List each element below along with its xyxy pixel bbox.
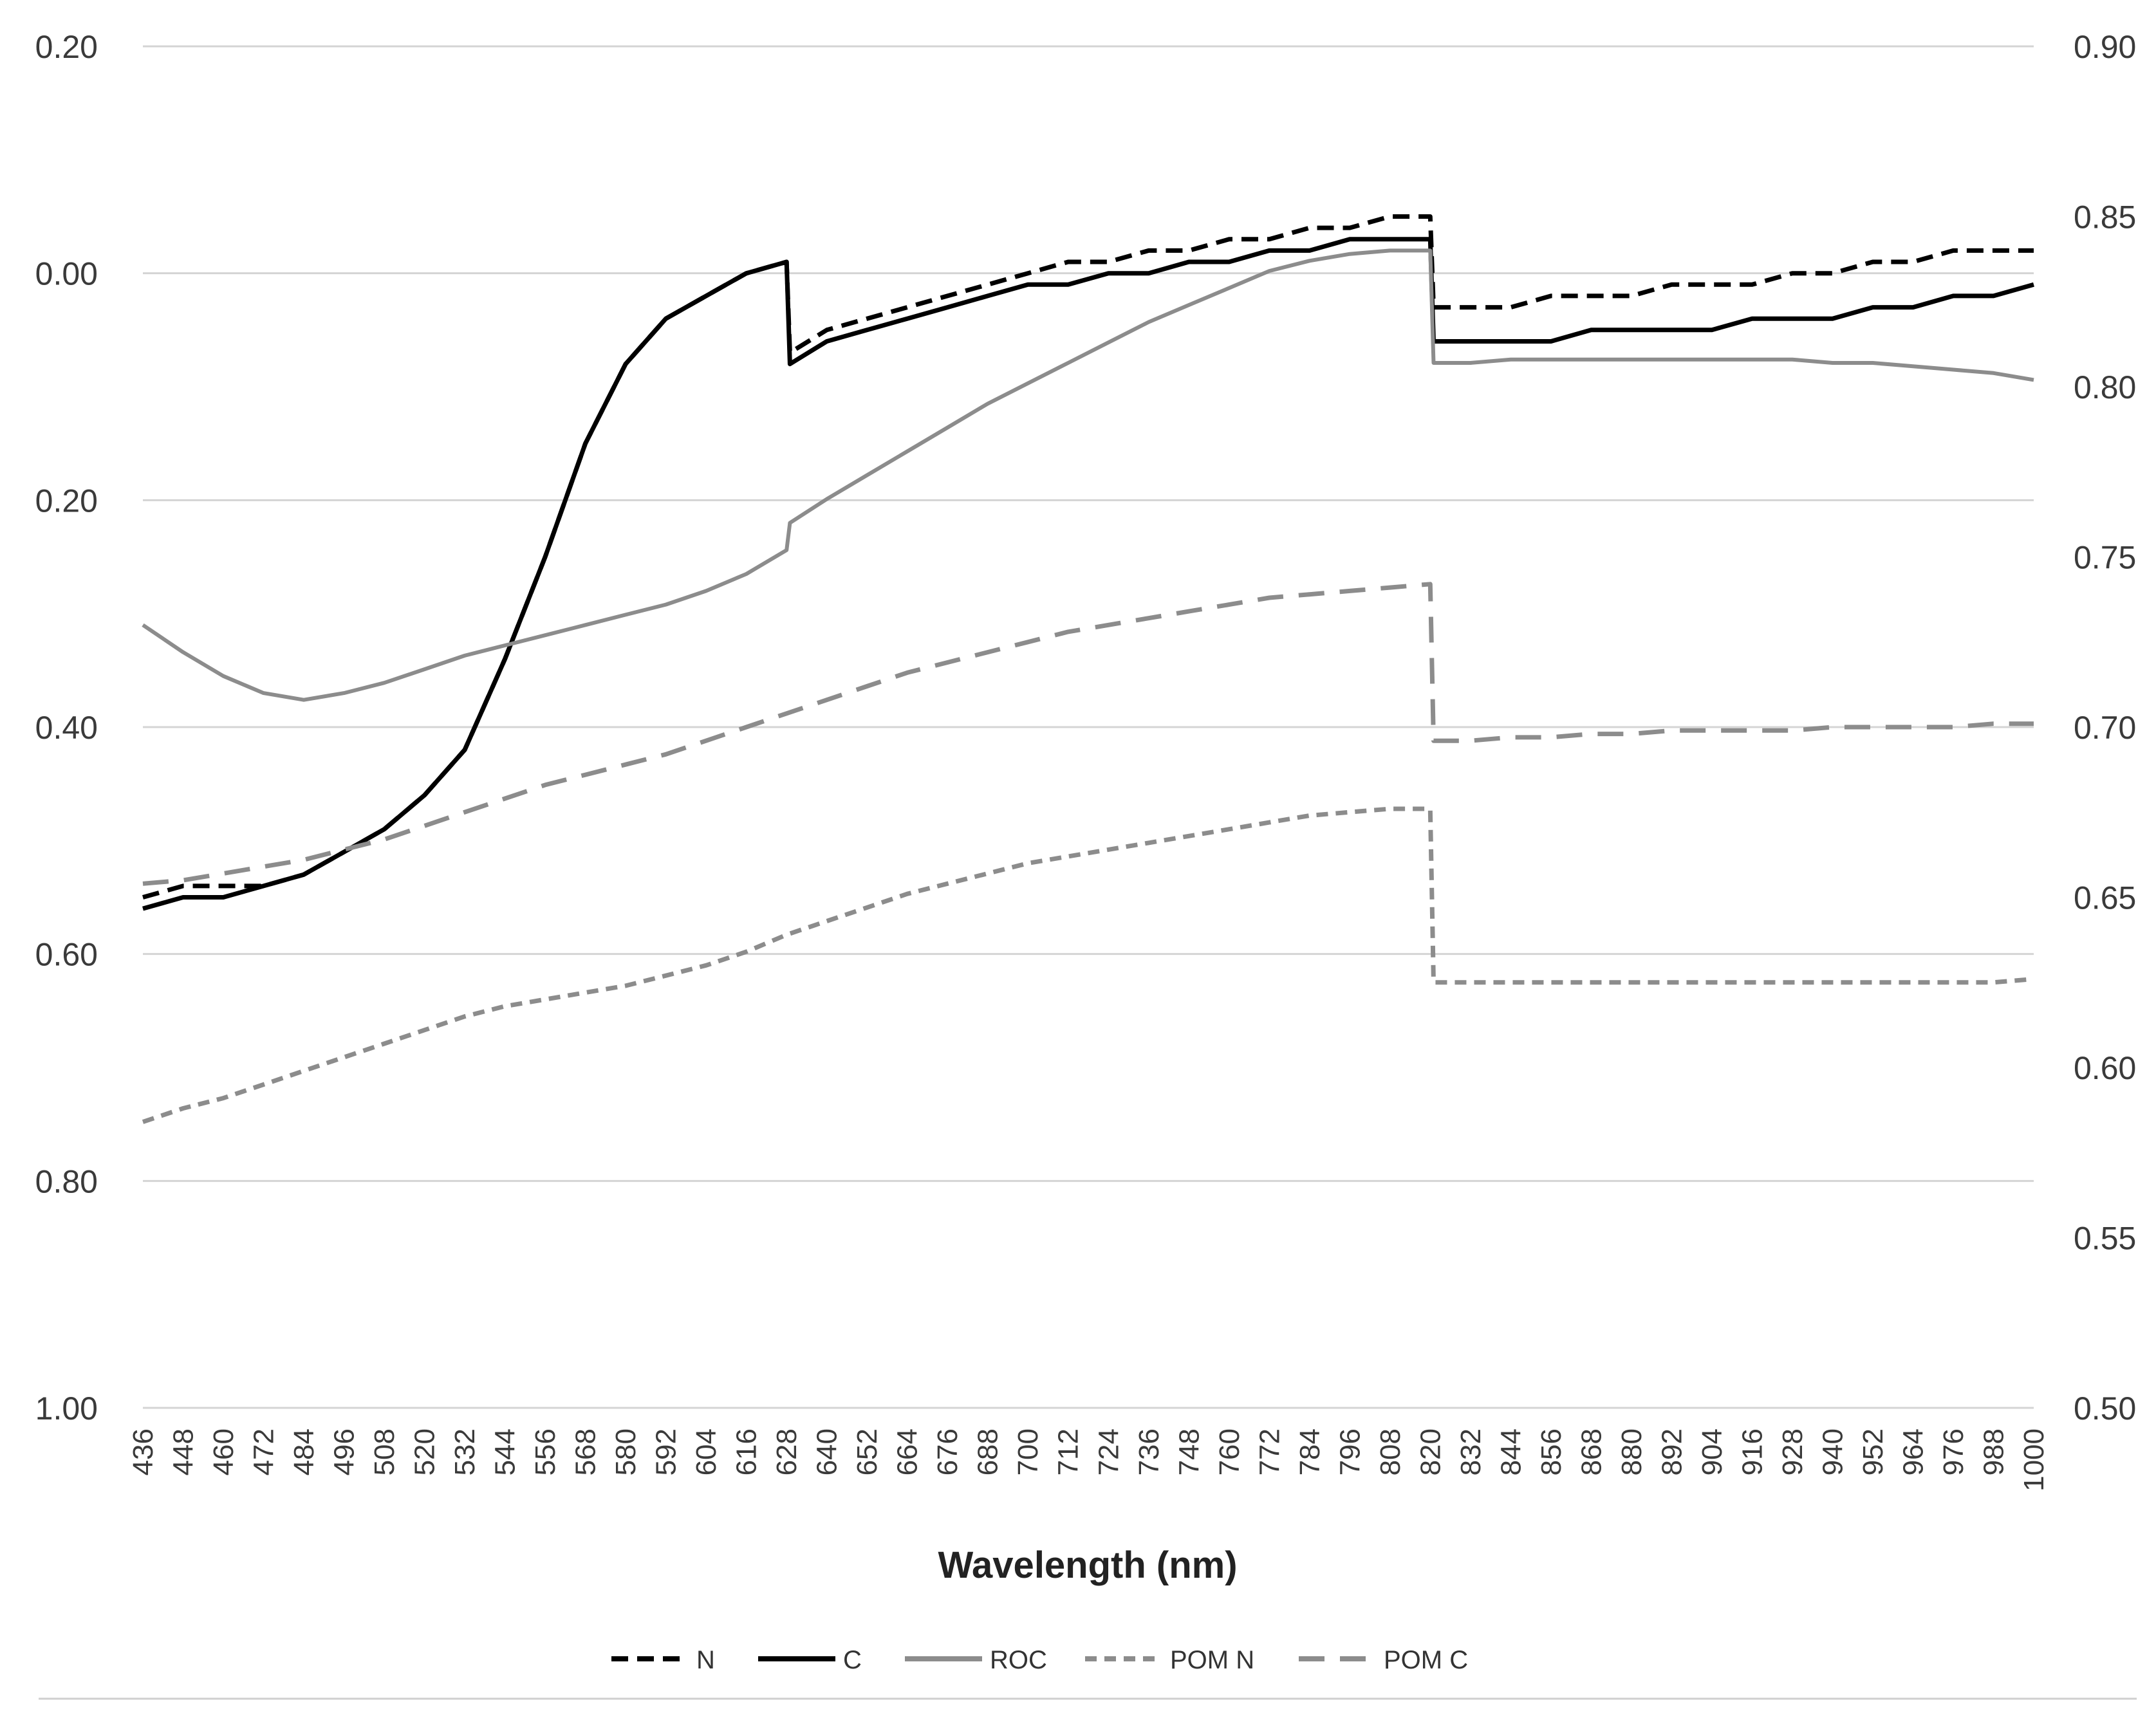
gridlines [143,45,2034,1409]
x-tick-label: 460 [208,1428,239,1475]
left-tick-label: 0.20 [35,483,98,519]
x-tick-label: 508 [369,1428,400,1475]
series-line-pom-c [142,582,2034,886]
legend-label: POM C [1384,1646,1468,1674]
left-tick-label: 1.00 [35,1390,98,1427]
x-axis-title: Wavelength (nm) [938,1544,1237,1586]
right-tick-label: 0.50 [2074,1390,2136,1427]
x-tick-label: 520 [409,1428,441,1475]
x-tick-label: 436 [127,1428,159,1475]
x-tick-label: 904 [1696,1428,1728,1475]
x-tick-label: 736 [1133,1428,1165,1475]
x-tick-label: 856 [1536,1428,1567,1475]
x-tick-label: 748 [1173,1428,1205,1475]
x-tick-label: 688 [972,1428,1004,1475]
x-tick-label: 772 [1254,1428,1285,1475]
x-tick-label: 820 [1415,1428,1446,1475]
x-tick-label: 592 [651,1428,682,1475]
x-tick-label: 556 [530,1428,561,1475]
left-tick-label: 0.80 [35,1163,98,1199]
x-tick-label: 964 [1897,1428,1929,1475]
right-tick-label: 0.70 [2074,710,2136,746]
x-tick-label: 472 [248,1428,280,1475]
right-tick-label: 0.55 [2074,1221,2136,1257]
right-tick-label: 0.75 [2074,540,2136,576]
x-tick-label: 832 [1455,1428,1487,1475]
x-tick-label: 988 [1978,1428,2009,1475]
x-tick-label: 784 [1294,1428,1326,1475]
right-tick-label: 0.85 [2074,199,2136,236]
x-tick-label: 760 [1214,1428,1245,1475]
x-tick-label: 580 [610,1428,642,1475]
series-line-pom-n [142,806,2034,1124]
x-tick-label: 628 [771,1428,803,1475]
x-tick-label: 940 [1817,1428,1848,1475]
legend-label: ROC [990,1646,1047,1674]
series-line-c [142,237,2034,911]
x-tick-label: 892 [1656,1428,1687,1475]
right-tick-label: 0.65 [2074,880,2136,916]
x-tick-label: 652 [851,1428,883,1475]
x-tick-label: 484 [288,1428,320,1475]
x-tick-label: 808 [1375,1428,1406,1475]
x-tick-label: 952 [1857,1428,1889,1475]
right-tick-label: 0.80 [2074,369,2136,405]
x-tick-label: 1000 [2018,1428,2050,1492]
x-tick-label: 604 [691,1428,722,1475]
series-line-roc [142,248,2034,702]
legend-label: C [843,1646,862,1674]
left-tick-label: 0.40 [35,710,98,746]
right-tick-label: 0.60 [2074,1050,2136,1086]
left-tick-label: 0.60 [35,937,98,973]
series-lines [142,214,2034,1124]
x-tick-label: 880 [1616,1428,1648,1475]
legend: N C ROC POM N POM C [611,1646,1468,1674]
x-tick-label: 844 [1495,1428,1527,1475]
x-tick-label: 532 [449,1428,481,1475]
x-tick-label: 796 [1334,1428,1366,1475]
legend-label: POM N [1170,1646,1254,1674]
x-tick-label: 664 [892,1428,924,1475]
x-tick-label: 640 [812,1428,843,1475]
x-tick-label: 868 [1575,1428,1607,1475]
x-tick-label: 676 [932,1428,963,1475]
legend-label: N [696,1646,715,1674]
x-tick-label: 544 [490,1428,521,1475]
x-tick-label: 928 [1777,1428,1808,1475]
left-axis-ticks: 0.20 0.00 0.20 0.40 0.60 0.80 1.00 [35,29,98,1427]
x-tick-label: 496 [329,1428,360,1475]
x-tick-label: 448 [168,1428,200,1475]
x-tick-label: 700 [1012,1428,1044,1475]
left-tick-label: 0.20 [35,29,98,65]
x-axis-ticks: 436 448 460 472 484 496 508 520 532 544 556 568 580 5… [127,1428,2050,1492]
x-tick-label: 976 [1938,1428,1969,1475]
right-axis-ticks: 0.90 0.85 0.80 0.75 0.70 0.65 0.60 0.55 0.50 [2074,29,2136,1427]
right-tick-label: 0.90 [2074,29,2136,65]
x-tick-label: 568 [570,1428,602,1475]
x-tick-label: 616 [731,1428,763,1475]
x-tick-label: 724 [1093,1428,1124,1475]
left-tick-label: 0.00 [35,256,98,292]
x-tick-label: 712 [1053,1428,1084,1475]
x-tick-label: 916 [1736,1428,1768,1475]
